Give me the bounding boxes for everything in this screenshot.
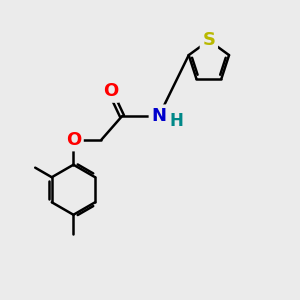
Text: H: H bbox=[169, 112, 183, 130]
Text: O: O bbox=[66, 131, 81, 149]
Text: O: O bbox=[103, 82, 118, 100]
Text: S: S bbox=[202, 32, 215, 50]
Text: N: N bbox=[151, 107, 166, 125]
